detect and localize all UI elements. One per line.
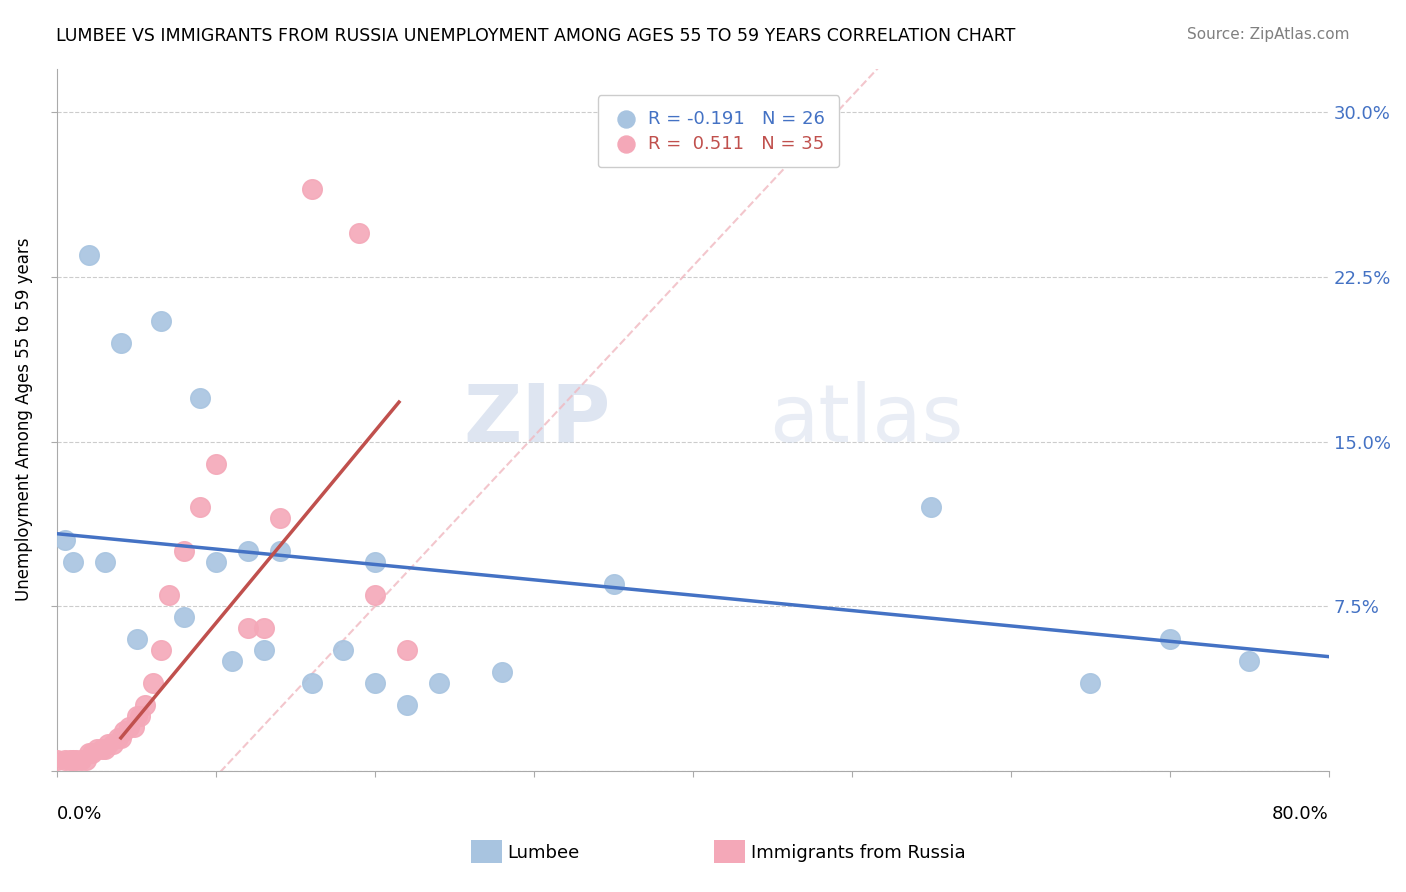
Text: Source: ZipAtlas.com: Source: ZipAtlas.com [1187,27,1350,42]
Point [173,610,195,624]
Point [118,720,141,734]
Point [349,226,371,240]
Point [236,621,259,635]
Point [364,676,387,690]
Point [149,643,172,657]
Point [236,544,259,558]
Point [301,676,323,690]
Text: Lumbee: Lumbee [508,844,579,862]
Point [70,753,93,767]
Point [395,643,418,657]
Point [134,698,156,712]
Point [395,698,418,712]
Point [75,753,97,767]
Text: atlas: atlas [769,381,963,458]
Point [112,724,135,739]
Text: Immigrants from Russia: Immigrants from Russia [751,844,966,862]
Point [364,588,387,602]
Point [188,391,211,405]
Point [53,753,76,767]
Text: LUMBEE VS IMMIGRANTS FROM RUSSIA UNEMPLOYMENT AMONG AGES 55 TO 59 YEARS CORRELAT: LUMBEE VS IMMIGRANTS FROM RUSSIA UNEMPLO… [56,27,1015,45]
Point [107,731,129,745]
Point [301,182,323,196]
Point [253,621,276,635]
Point [602,577,624,591]
Point [269,511,291,525]
Point [157,588,180,602]
Point [82,746,104,760]
Point [920,500,942,515]
Point [46,753,69,767]
Point [149,314,172,328]
Point [86,741,108,756]
Point [142,676,165,690]
Point [59,753,82,767]
Text: ZIP: ZIP [463,381,610,458]
Point [491,665,513,679]
Legend: R = -0.191   N = 26, R =  0.511   N = 35: R = -0.191 N = 26, R = 0.511 N = 35 [598,95,839,167]
Point [110,335,132,350]
Text: 80.0%: 80.0% [1272,805,1329,823]
Point [188,500,211,515]
Point [205,457,228,471]
Point [125,709,148,723]
Point [77,248,100,262]
Point [101,738,124,752]
Point [205,555,228,569]
Text: 0.0%: 0.0% [58,805,103,823]
Point [129,709,152,723]
Point [53,533,76,548]
Point [110,731,132,745]
Point [62,753,84,767]
Point [364,555,387,569]
Point [122,720,145,734]
Point [173,544,195,558]
Point [1159,632,1181,646]
Y-axis label: Unemployment Among Ages 55 to 59 years: Unemployment Among Ages 55 to 59 years [15,238,32,601]
Point [62,555,84,569]
Point [94,741,117,756]
Point [97,738,120,752]
Point [221,654,243,668]
Point [77,746,100,760]
Point [427,676,450,690]
Point [125,632,148,646]
Point [90,741,112,756]
Point [1080,676,1102,690]
Point [1239,654,1261,668]
Point [332,643,354,657]
Point [253,643,276,657]
Point [65,753,87,767]
Point [94,555,117,569]
Point [269,544,291,558]
